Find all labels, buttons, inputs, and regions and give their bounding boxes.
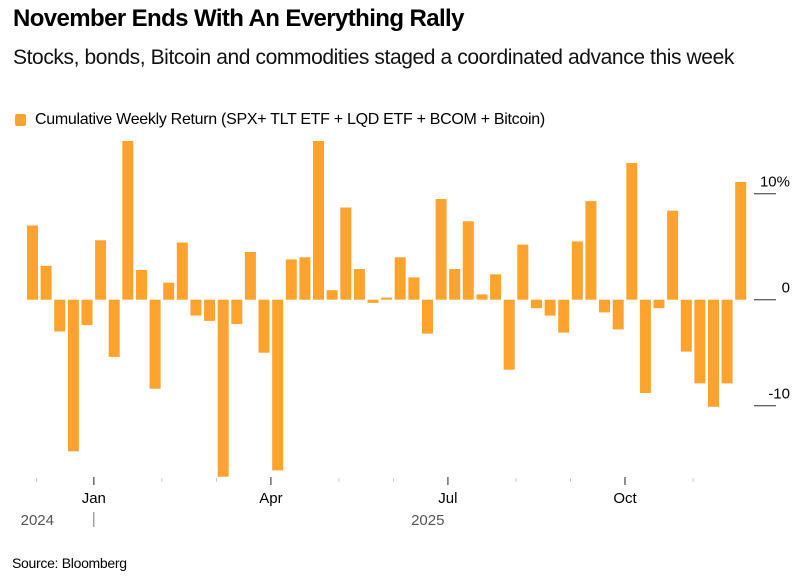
bar-week-47 [653,299,665,309]
bar-week-16 [231,299,243,325]
bar-week-25 [353,269,365,300]
bar-week-33 [462,221,474,300]
bar-week-49 [680,299,692,352]
bar-week-22 [313,141,324,300]
bar-week-9 [136,270,147,300]
bar-week-23 [326,290,338,300]
bar-week-37 [517,244,529,300]
bar-week-18 [258,299,270,353]
chart-subtitle: Stocks, bonds, Bitcoin and commodities s… [13,46,734,69]
bar-week-11 [163,282,175,300]
bar-week-15 [217,299,229,477]
bar-week-6 [95,240,107,300]
bar-week-13 [190,299,202,316]
bar-week-3 [54,299,66,332]
y-tick-label: -10 [768,386,790,403]
y-axis: 10% 0 -10 [754,174,790,407]
bar-week-43 [599,299,610,313]
bar-week-41 [571,241,583,300]
bar-week-19 [272,299,284,471]
x-tick-label: Jul [438,490,457,507]
bar-week-14 [204,299,216,321]
legend-swatch [15,114,26,126]
bar-week-53 [735,182,747,300]
bar-week-17 [244,252,256,300]
bars-group [27,141,747,477]
source-note: Source: Bloomberg [12,555,127,571]
bar-week-50 [694,299,706,384]
bar-week-26 [367,299,379,303]
y-tick-label: 10% [760,174,790,191]
bar-week-29 [408,277,420,300]
x-axis: Jan Apr Jul Oct 2024 2025 [21,477,694,529]
x-tick-label: Oct [613,490,637,507]
year-label: 2024 [21,512,54,529]
bar-week-40 [558,299,570,333]
bar-week-12 [176,242,188,300]
bar-week-10 [149,299,161,389]
legend-label: Cumulative Weekly Return (SPX+ TLT ETF +… [35,111,545,128]
bar-week-44 [612,299,624,330]
y-tick-label: 0 [782,280,790,297]
bar-week-42 [585,201,597,300]
bar-week-46 [639,299,651,393]
bar-week-51 [708,299,719,407]
bar-week-48 [667,210,679,300]
legend: Cumulative Weekly Return (SPX+ TLT ETF +… [15,111,545,129]
chart-title: November Ends With An Everything Rally [13,5,464,32]
bar-week-4 [67,299,79,452]
x-tick-label: Apr [259,490,282,507]
bar-week-31 [435,199,447,300]
bar-week-32 [449,269,461,300]
bar-week-7 [108,299,120,357]
bar-week-8 [122,141,134,300]
bar-week-28 [394,257,406,300]
bar-week-34 [476,294,488,300]
bar-week-35 [490,274,502,300]
bar-week-20 [285,259,297,300]
bar-week-5 [81,299,93,326]
bar-week-36 [503,299,515,370]
bar-week-2 [40,265,52,300]
year-label: 2025 [411,512,444,529]
bar-week-27 [381,297,393,300]
x-tick-label: Jan [82,490,106,507]
bar-week-1 [27,225,38,300]
bar-week-38 [530,299,542,309]
bar-week-45 [626,163,638,300]
bar-week-24 [340,207,352,300]
bar-week-21 [299,257,311,300]
bar-week-52 [721,299,733,384]
bar-week-30 [422,299,433,334]
bar-week-39 [544,299,556,316]
